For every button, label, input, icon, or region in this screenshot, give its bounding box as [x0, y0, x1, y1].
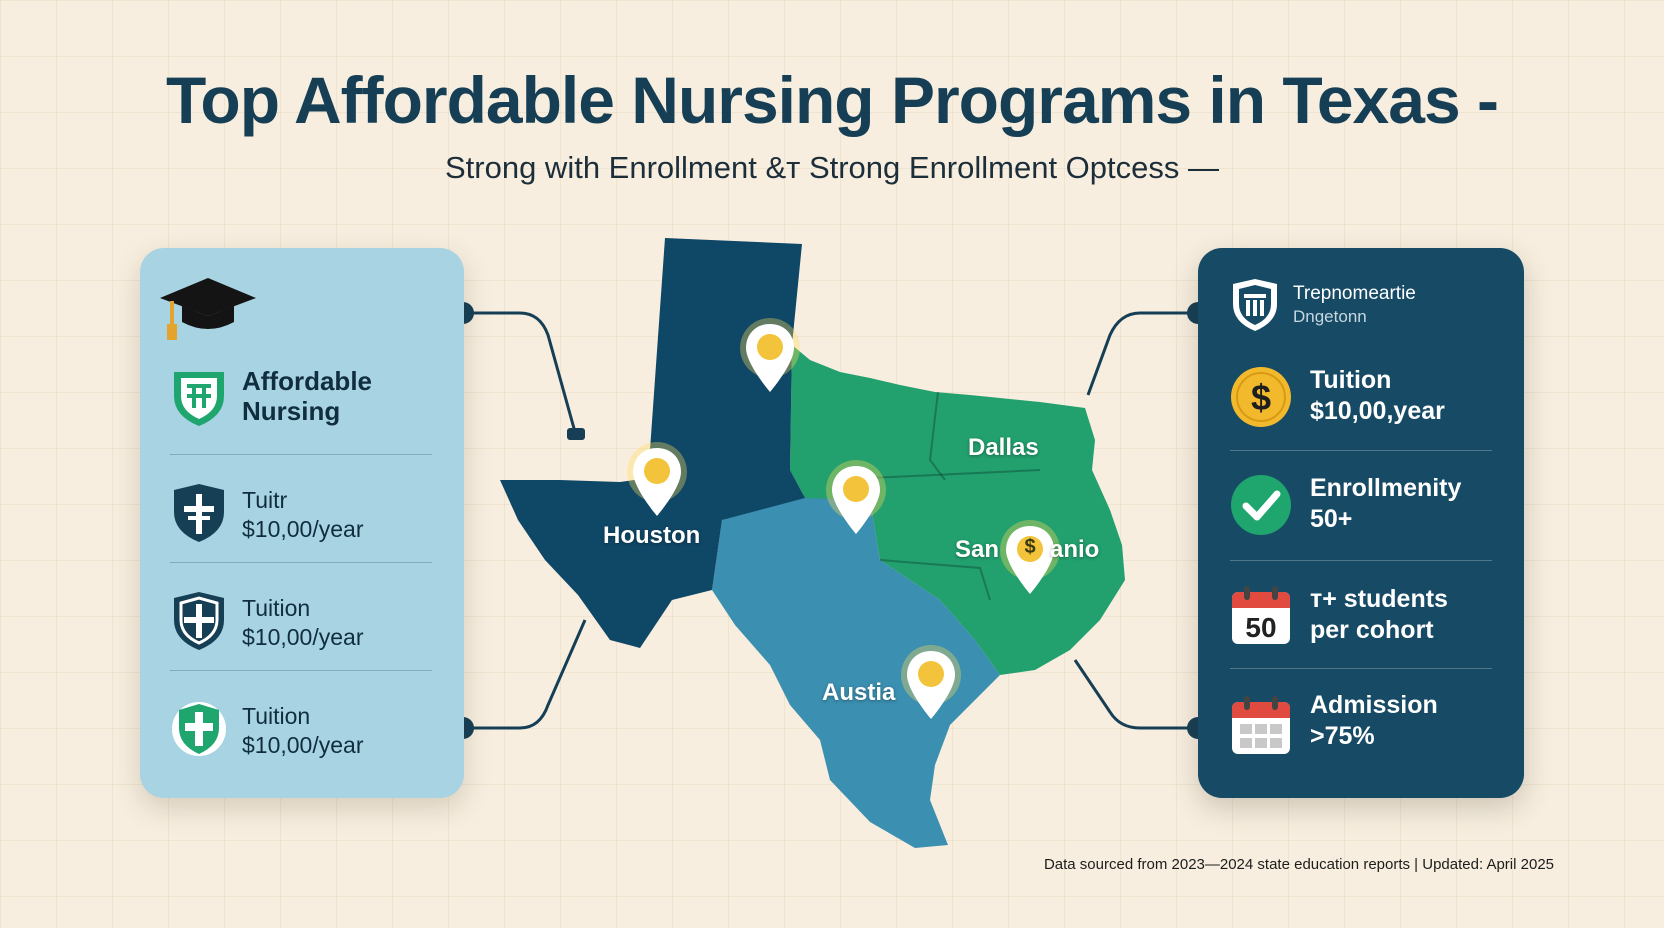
dollar-map-pin: $ — [1000, 520, 1060, 606]
cross-shield-icon — [174, 592, 224, 650]
tuition-value: $10,00,year — [1310, 397, 1445, 425]
source-footnote: Data sourced from 2023—2024 state educat… — [1043, 856, 1554, 873]
map-pin-icon — [1000, 520, 1060, 594]
list-item: Tuition $10,00/year — [170, 590, 432, 652]
calendar-badge: 50 — [1245, 612, 1277, 643]
calendar-50-icon: 50 — [1230, 584, 1292, 646]
map-region-west — [500, 238, 805, 648]
city-label-anio: anio — [1050, 536, 1100, 563]
connector-lines — [463, 311, 1198, 730]
header-line-2: Dngetonn — [1293, 307, 1367, 326]
map-region-east — [790, 345, 1125, 675]
divider — [170, 454, 432, 455]
divider — [1230, 450, 1492, 451]
map-pin-icon — [826, 460, 886, 534]
item-value: $10,00/year — [242, 732, 364, 758]
svg-text:$: $ — [1251, 377, 1271, 418]
graduation-cap-icon — [160, 278, 256, 340]
divider — [1230, 560, 1492, 561]
item-label: Tuitr — [242, 487, 288, 513]
left-info-panel: Affordable Nursing Tuitr $10,00/year Tui… — [140, 248, 464, 798]
institution-shield-icon — [1233, 279, 1277, 331]
header-line-1: Trepnomeartie — [1293, 283, 1416, 304]
affordable-nursing-heading: Affordable Nursing — [170, 366, 432, 428]
admission-label: Admission — [1310, 691, 1438, 719]
page-subtitle: Strong with Enrollment &ᴛ Strong Enrollm… — [444, 150, 1220, 185]
heading-line-2: Nursing — [242, 396, 341, 426]
students-label: т+ students — [1310, 585, 1448, 613]
right-panel-header: Trepnomeartie Dngetonn — [1293, 282, 1416, 328]
divider — [170, 562, 432, 563]
city-label-austia: Austia — [822, 679, 896, 706]
checkmark-icon — [1231, 475, 1291, 535]
divider — [1230, 668, 1492, 669]
map-pin-icon — [627, 442, 687, 516]
admission-value: >75% — [1310, 722, 1375, 750]
city-label-dallas: Dallas — [968, 434, 1039, 461]
city-label-san: San — [955, 536, 1000, 563]
item-value: $10,00/year — [242, 516, 364, 542]
list-item: Tuitr $10,00/year — [170, 482, 432, 544]
city-label-houston: Houston — [603, 522, 701, 549]
map-pin-icon — [740, 318, 800, 392]
medical-shield-icon — [172, 702, 226, 756]
cross-shield-icon — [174, 484, 224, 542]
map-pin-icon — [901, 645, 961, 719]
item-label: Tuition — [242, 703, 311, 729]
item-label: Tuition — [242, 595, 311, 621]
dollar-coin-icon: $ — [1231, 367, 1291, 427]
nursing-shield-icon — [174, 372, 224, 426]
divider — [170, 670, 432, 671]
list-item: Tuition $10,00/year — [170, 698, 432, 760]
connector-end — [567, 428, 585, 440]
map-region-south — [712, 495, 1000, 848]
enrollment-value: 50+ — [1310, 505, 1353, 533]
page-title: Top Affordable Nursing Programs in Texas… — [166, 63, 1499, 137]
tuition-label: Tuition — [1310, 366, 1392, 394]
heading-line-1: Affordable — [242, 366, 372, 396]
students-value: per cohort — [1310, 616, 1434, 644]
item-value: $10,00/year — [242, 624, 364, 650]
enrollment-label: Enrollmenity — [1310, 474, 1462, 502]
pin-dollar-badge: $ — [1024, 536, 1036, 558]
calendar-grid-icon — [1232, 696, 1290, 754]
